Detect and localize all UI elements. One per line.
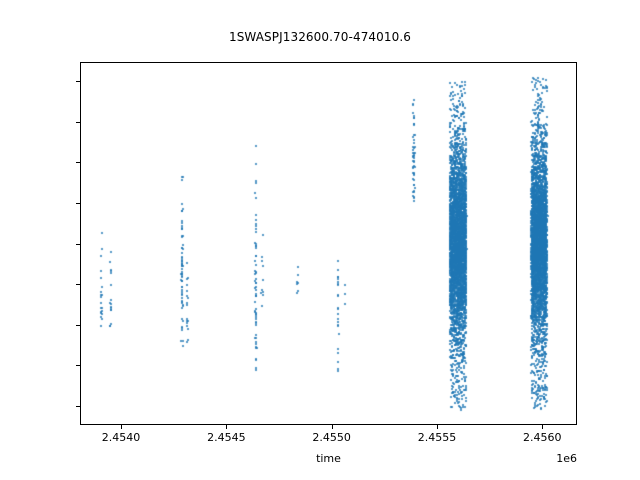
x-tick-label: 2.4540 [101,431,141,444]
x-axis-label: time [316,452,341,465]
x-tick-mark [542,425,544,429]
x-tick-label: 2.4545 [207,431,246,444]
y-tick-mark [76,324,80,326]
x-tick-mark [121,425,123,429]
plot-axes-area [80,62,577,425]
y-tick-mark [76,284,80,286]
y-tick-mark [76,365,80,367]
x-axis-offset-label: 1e6 [556,452,577,465]
x-tick-label: 2.4560 [523,431,562,444]
y-tick-mark [76,121,80,123]
x-tick-mark [331,425,333,429]
y-tick-mark [76,243,80,245]
chart-title: 1SWASPJ132600.70-474010.6 [228,30,412,44]
x-tick-mark [226,425,228,429]
x-tick-label: 2.4550 [312,431,351,444]
scatter-data-layer [81,63,576,424]
y-tick-mark [76,202,80,204]
x-tick-mark [436,425,438,429]
y-axis-label: flux [0,191,1,251]
y-tick-mark [76,162,80,164]
y-tick-mark [76,81,80,83]
x-tick-label: 2.4555 [417,431,457,444]
y-tick-mark [76,405,80,407]
